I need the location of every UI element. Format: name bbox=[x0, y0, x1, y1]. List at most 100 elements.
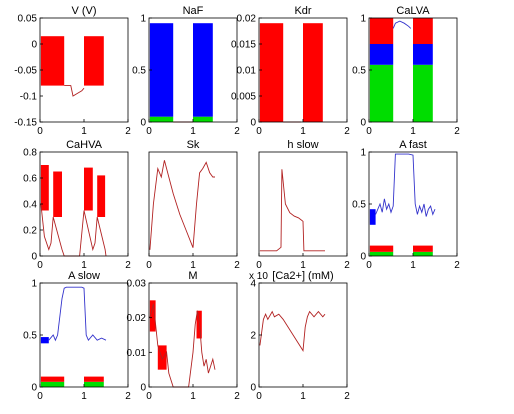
burst-block-2 bbox=[193, 23, 213, 117]
y-tick-label: 0.4 bbox=[23, 200, 37, 211]
chart-title: Kdr bbox=[294, 5, 311, 17]
y-tick-label: 0 bbox=[360, 252, 366, 263]
x-tick-label: 1 bbox=[190, 391, 196, 402]
x-tick-label: 1 bbox=[410, 126, 416, 137]
chart-title: V (V) bbox=[71, 5, 96, 17]
trace-line bbox=[149, 160, 215, 250]
x-tick-label: 0 bbox=[256, 126, 262, 137]
subplot-10: [Ca2+] (mM) x 10 0 1 2 4 2 0 bbox=[249, 270, 350, 402]
trace-line bbox=[259, 169, 325, 252]
burst-block-0 bbox=[369, 64, 394, 122]
chart-title: h slow bbox=[287, 139, 318, 151]
burst-block-1 bbox=[53, 171, 62, 217]
chart-title: [Ca2+] (mM) bbox=[272, 270, 333, 282]
subplot-0: V (V) 0 1 2 0.05 0 -0.05 -0.1 -0.15 bbox=[14, 5, 131, 137]
burst-block-1 bbox=[84, 36, 104, 86]
subplot-2: Kdr 0 1 2 0.02 0.015 0.01 0.005 0 bbox=[231, 5, 350, 137]
burst-block-2 bbox=[369, 245, 394, 252]
subplot-1: NaF 0 1 2 1 0.5 0 bbox=[132, 5, 240, 137]
y-tick-label: 0 bbox=[31, 40, 37, 51]
y-tick-label: 0 bbox=[140, 118, 146, 129]
trace-line bbox=[40, 203, 107, 257]
x-tick-label: 2 bbox=[454, 126, 460, 137]
burst-block-2 bbox=[40, 376, 65, 382]
burst-block-4 bbox=[84, 376, 104, 382]
burst-block-0 bbox=[259, 23, 284, 123]
burst-block-2 bbox=[369, 18, 394, 44]
x-tick-label: 0 bbox=[146, 391, 152, 402]
y-tick-label: 1 bbox=[360, 14, 366, 25]
burst-block-0 bbox=[149, 23, 174, 117]
burst-block-0 bbox=[40, 337, 49, 344]
burst-block-4 bbox=[413, 245, 433, 252]
x-tick-label: 2 bbox=[344, 126, 350, 137]
burst-block-3 bbox=[193, 116, 213, 122]
burst-block-0 bbox=[149, 300, 156, 332]
y-tick-label: 0.6 bbox=[23, 174, 37, 185]
x-tick-label: 1 bbox=[410, 260, 416, 271]
y-tick-label: 0.01 bbox=[237, 66, 257, 77]
y-tick-label: 0.01 bbox=[127, 348, 147, 359]
y-tick-label: 4 bbox=[250, 279, 256, 290]
burst-block-1 bbox=[303, 23, 323, 123]
subplot-6: h slow 0 1 2 bbox=[256, 139, 350, 271]
x-tick-label: 2 bbox=[344, 260, 350, 271]
y-tick-label: 1 bbox=[140, 14, 146, 25]
chart-title: Sk bbox=[187, 139, 200, 151]
burst-block-1 bbox=[369, 251, 394, 256]
x-tick-label: 0 bbox=[37, 260, 43, 271]
burst-block-3 bbox=[413, 64, 433, 122]
axes-frame bbox=[258, 151, 348, 257]
x-tick-label: 1 bbox=[300, 391, 306, 402]
y-tick-label: 0.8 bbox=[23, 148, 37, 159]
trace-line bbox=[375, 153, 436, 217]
burst-block-4 bbox=[413, 44, 433, 65]
axis-exponent: x 10 bbox=[249, 271, 268, 282]
subplot-5: Sk 0 1 2 bbox=[146, 139, 240, 271]
burst-block-1 bbox=[149, 116, 174, 122]
y-tick-label: 0 bbox=[31, 252, 37, 263]
y-tick-label: 0.005 bbox=[231, 92, 256, 103]
x-tick-label: 2 bbox=[125, 260, 131, 271]
burst-block-1 bbox=[157, 345, 167, 370]
chart-title: CaHVA bbox=[66, 139, 103, 151]
y-tick-label: 0.015 bbox=[231, 40, 256, 51]
y-tick-label: 0.5 bbox=[23, 331, 37, 342]
axes-frame bbox=[368, 151, 458, 257]
y-tick-label: 0 bbox=[31, 383, 37, 394]
trace-line bbox=[259, 310, 326, 352]
axes-frame bbox=[148, 282, 238, 388]
y-tick-label: 0.5 bbox=[352, 66, 366, 77]
x-tick-label: 0 bbox=[256, 391, 262, 402]
chart-title: A fast bbox=[399, 139, 427, 151]
y-tick-label: 2 bbox=[250, 331, 256, 342]
subplot-3: CaLVA 0 1 2 1 0.5 0 bbox=[352, 5, 460, 137]
y-tick-label: -0.15 bbox=[14, 118, 37, 129]
x-tick-label: 2 bbox=[125, 391, 131, 402]
x-tick-label: 0 bbox=[366, 126, 372, 137]
burst-block-3 bbox=[97, 175, 106, 217]
axes-frame bbox=[148, 151, 238, 257]
burst-block-0 bbox=[369, 209, 376, 225]
y-tick-label: 0.5 bbox=[132, 66, 146, 77]
trace-line bbox=[48, 286, 107, 342]
x-tick-label: 2 bbox=[234, 391, 240, 402]
burst-block-5 bbox=[413, 18, 433, 44]
y-tick-label: 0 bbox=[250, 118, 256, 129]
x-tick-label: 2 bbox=[125, 126, 131, 137]
x-tick-label: 1 bbox=[81, 391, 87, 402]
burst-block-3 bbox=[84, 381, 104, 387]
y-tick-label: 0 bbox=[360, 118, 366, 129]
burst-block-0 bbox=[40, 165, 49, 211]
burst-block-0 bbox=[40, 36, 65, 86]
y-tick-label: 0.05 bbox=[18, 14, 38, 25]
trace-line bbox=[392, 20, 412, 29]
burst-block-1 bbox=[369, 44, 394, 65]
x-tick-label: 2 bbox=[234, 126, 240, 137]
chart-title: M bbox=[188, 270, 197, 282]
y-tick-label: 0.03 bbox=[127, 279, 147, 290]
subplot-9: M 0 1 2 0.03 0.02 0.01 0 bbox=[127, 270, 241, 402]
y-tick-label: 1 bbox=[360, 148, 366, 159]
y-tick-label: -0.1 bbox=[20, 92, 38, 103]
